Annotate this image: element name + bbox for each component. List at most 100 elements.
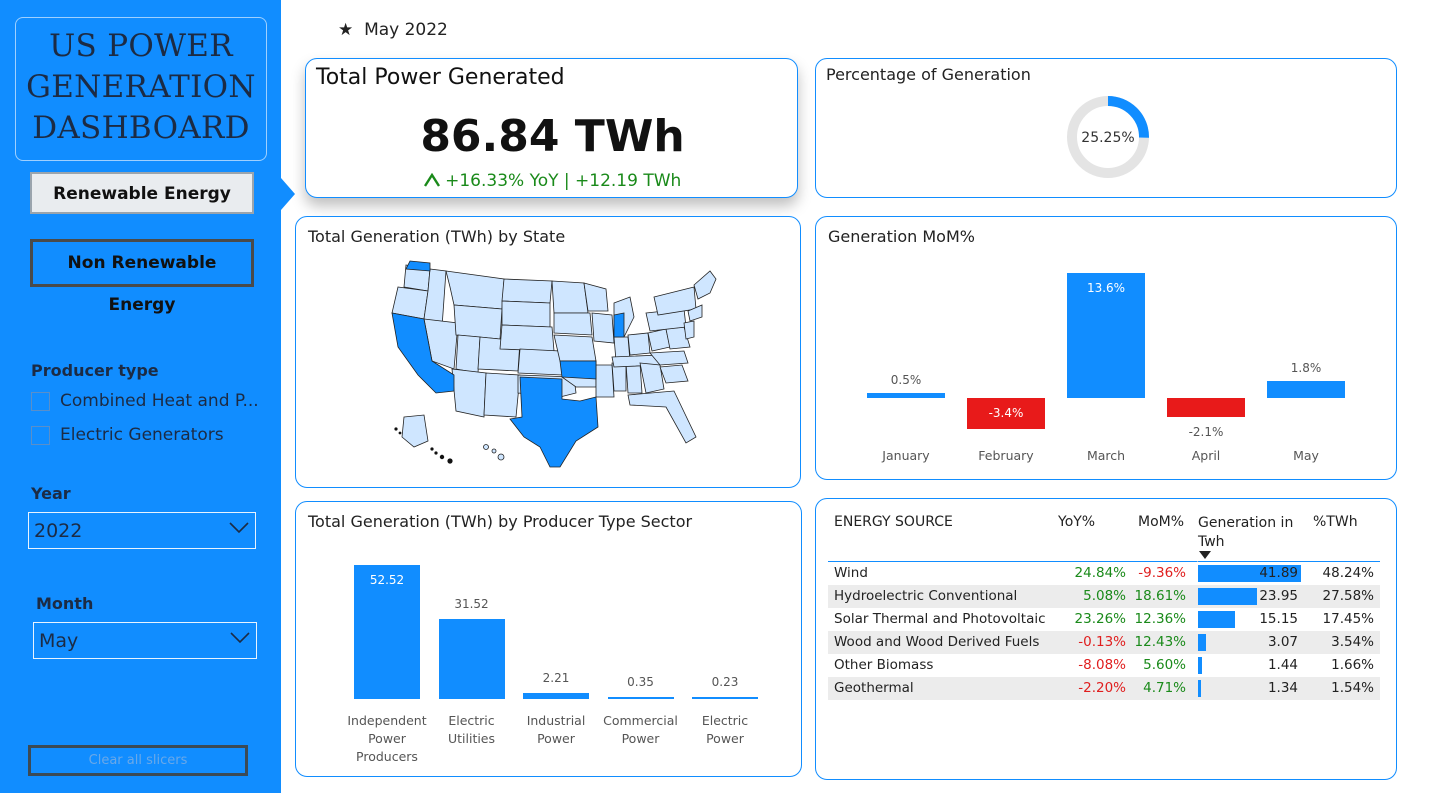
- cell-yoy: -2.20%: [1078, 680, 1126, 696]
- state-shape-hawaii[interactable]: [491, 448, 497, 454]
- mom-bar[interactable]: [1067, 273, 1145, 398]
- state-shape[interactable]: [551, 280, 589, 314]
- state-shape[interactable]: [625, 362, 643, 394]
- sector-data-label: 0.35: [627, 675, 654, 689]
- cell-yoy: 5.08%: [1083, 588, 1126, 604]
- table-row[interactable]: Hydroelectric Conventional 5.08% 18.61% 27.…: [828, 585, 1380, 608]
- cell-mom: 18.61%: [1134, 588, 1186, 604]
- mom-bar[interactable]: [1267, 381, 1345, 398]
- sort-descending-icon: [1199, 551, 1211, 559]
- state-map-title: Total Generation (TWh) by State: [308, 227, 566, 246]
- state-shape[interactable]: [501, 278, 553, 304]
- state-shape-highlighted[interactable]: [405, 260, 431, 272]
- cell-mom: 5.60%: [1143, 657, 1186, 673]
- sector-category-label: Electric Utilities: [425, 712, 519, 748]
- state-shape-hawaii[interactable]: [497, 453, 505, 461]
- state-shape[interactable]: [451, 368, 487, 418]
- state-shape[interactable]: [595, 364, 615, 398]
- state-shape[interactable]: [639, 362, 665, 394]
- cell-energy-source: Wind: [834, 565, 868, 581]
- renewable-energy-button[interactable]: Renewable Energy: [30, 172, 254, 214]
- state-shape-alaska[interactable]: [401, 414, 429, 448]
- mom-chart-card: Generation MoM% 0.5% January -3.4% February…: [815, 216, 1397, 480]
- checkbox-icon[interactable]: [31, 391, 50, 411]
- state-shape[interactable]: [683, 320, 695, 340]
- sector-plot-area: 52.52 Independent Power Producers 31.52 Elect…: [326, 552, 786, 772]
- sector-chart-title: Total Generation (TWh) by Producer Type …: [308, 512, 693, 531]
- mom-data-label: 13.6%: [1086, 281, 1126, 295]
- cell-energy-source: Solar Thermal and Photovoltaic: [834, 611, 1046, 627]
- cell-yoy: -0.13%: [1078, 634, 1126, 650]
- producer-option-chp[interactable]: Combined Heat and P...: [31, 391, 271, 411]
- non-renewable-energy-button[interactable]: Non Renewable Energy: [30, 239, 254, 315]
- state-shape[interactable]: [583, 282, 609, 312]
- state-map-card: Total Generation (TWh) by State: [295, 216, 801, 488]
- mom-bar[interactable]: [867, 393, 945, 398]
- header-yoy[interactable]: YoY%: [1058, 514, 1096, 530]
- state-shape-highlighted[interactable]: [509, 376, 599, 468]
- generation-bar: [1198, 634, 1206, 651]
- kpi-delta-text: +16.33% YoY | +12.19 TWh: [445, 171, 682, 191]
- state-shape[interactable]: [501, 300, 551, 328]
- state-shape-highlighted[interactable]: [391, 312, 455, 394]
- header-energy-source[interactable]: ENERGY SOURCE: [834, 514, 953, 530]
- arrow-up-icon: [423, 172, 440, 187]
- title-line-1: US POWER: [49, 28, 233, 64]
- sector-bar[interactable]: [354, 565, 420, 699]
- state-shape[interactable]: [687, 304, 703, 322]
- sector-bar[interactable]: [692, 697, 758, 699]
- header-mom[interactable]: MoM%: [1138, 514, 1185, 530]
- sector-bar[interactable]: [438, 618, 505, 699]
- table-row[interactable]: Wind 24.84% -9.36% 48.24% 41.89: [828, 562, 1380, 585]
- state-shape[interactable]: [627, 390, 697, 444]
- mom-bar[interactable]: [1167, 398, 1245, 418]
- chevron-down-icon: [230, 632, 250, 644]
- state-shape[interactable]: [659, 364, 689, 384]
- producer-option-electric-generators[interactable]: Electric Generators: [31, 425, 271, 445]
- year-dropdown[interactable]: 2022: [28, 512, 256, 549]
- state-shape[interactable]: [553, 334, 597, 362]
- state-shape-highlighted[interactable]: [559, 360, 597, 380]
- cell-mom: 12.36%: [1134, 611, 1186, 627]
- header-generation[interactable]: Generation in Twh: [1198, 515, 1294, 550]
- us-map[interactable]: [384, 257, 724, 472]
- title-line-3: DASHBOARD: [32, 110, 250, 146]
- state-shape[interactable]: [627, 332, 651, 356]
- state-shape[interactable]: [455, 334, 481, 374]
- dashboard-title: US POWER GENERATION DASHBOARD: [15, 17, 267, 161]
- sector-bar[interactable]: [523, 693, 589, 699]
- cell-pct-twh: 1.54%: [1331, 680, 1374, 696]
- state-shape[interactable]: [499, 324, 555, 352]
- table-row[interactable]: Solar Thermal and Photovoltaic 23.26% 12.3…: [828, 608, 1380, 631]
- generation-bar: [1198, 588, 1257, 605]
- cell-yoy: -8.08%: [1078, 657, 1126, 673]
- mom-category-label: January: [882, 448, 930, 463]
- table-row[interactable]: Wood and Wood Derived Fuels -0.13% 12.43% 3…: [828, 631, 1380, 654]
- mom-data-label: 1.8%: [1290, 361, 1322, 376]
- header-pct-twh[interactable]: %TWh: [1313, 514, 1358, 530]
- state-shape[interactable]: [483, 372, 521, 418]
- generation-bar: [1198, 657, 1202, 674]
- table-row[interactable]: Other Biomass -8.08% 5.60% 1.66% 1.44: [828, 654, 1380, 677]
- generation-bar: [1198, 680, 1202, 697]
- state-shape[interactable]: [591, 312, 615, 344]
- state-shape-hawaii[interactable]: [483, 444, 489, 450]
- state-shape-highlighted[interactable]: [613, 312, 625, 338]
- sector-bar[interactable]: [607, 697, 674, 699]
- checkbox-icon[interactable]: [31, 425, 50, 445]
- state-shape[interactable]: [517, 348, 563, 376]
- mom-bar[interactable]: [967, 398, 1045, 430]
- state-shape[interactable]: [553, 312, 593, 336]
- generation-bar: [1198, 565, 1301, 582]
- energy-source-table: ENERGY SOURCE YoY% MoM% Generation in Tw…: [815, 498, 1397, 780]
- state-shape[interactable]: [453, 304, 503, 340]
- state-shape[interactable]: [445, 270, 505, 310]
- clear-all-slicers-button[interactable]: Clear all slicers: [28, 745, 248, 776]
- generation-bar: [1198, 611, 1236, 628]
- state-shape[interactable]: [693, 270, 717, 300]
- month-dropdown[interactable]: May: [33, 622, 257, 659]
- mom-data-label: -3.4%: [988, 405, 1024, 420]
- cell-generation: 15.15: [1259, 611, 1298, 627]
- state-shape[interactable]: [649, 350, 689, 366]
- table-row[interactable]: Geothermal -2.20% 4.71% 1.54% 1.34: [828, 677, 1380, 700]
